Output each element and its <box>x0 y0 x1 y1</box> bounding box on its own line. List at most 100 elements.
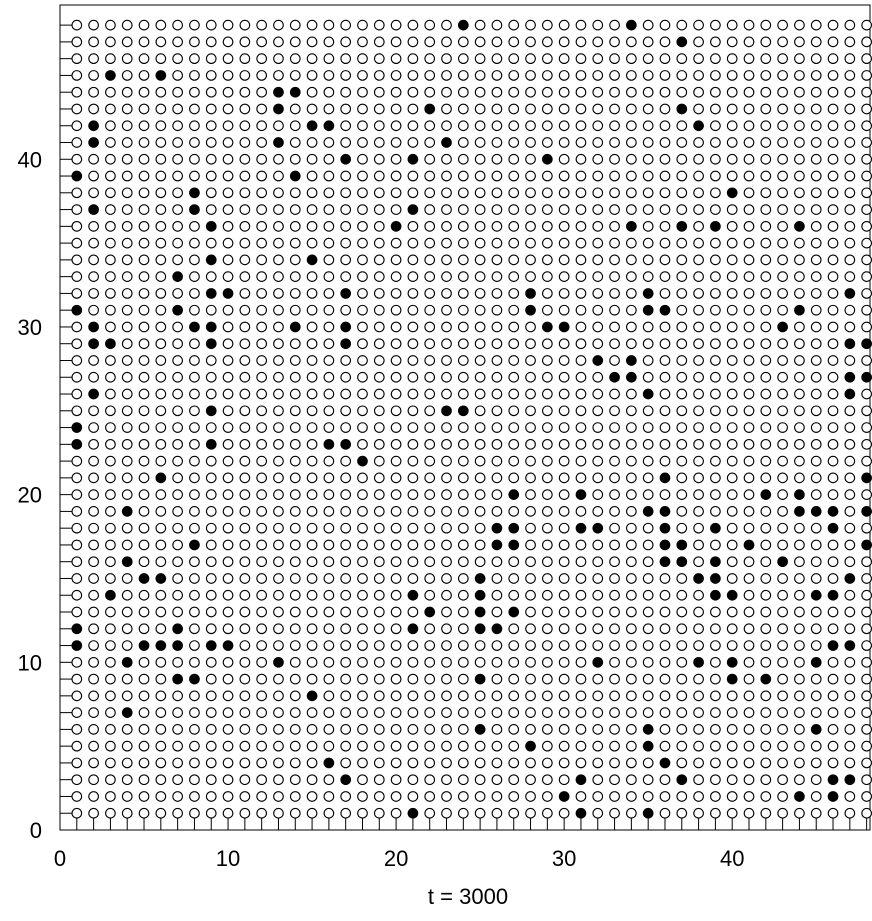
empty-site <box>525 573 536 584</box>
empty-site <box>172 656 183 668</box>
empty-site <box>794 388 805 400</box>
empty-site <box>256 740 268 752</box>
empty-site <box>777 371 788 383</box>
empty-site <box>357 70 368 81</box>
empty-site <box>609 355 620 366</box>
empty-site <box>491 724 503 735</box>
empty-site <box>592 19 604 31</box>
empty-site <box>659 371 671 383</box>
empty-site <box>659 36 671 48</box>
empty-site <box>794 757 805 769</box>
filled-site <box>794 220 805 232</box>
empty-site <box>794 623 805 635</box>
empty-site <box>642 19 654 31</box>
empty-site <box>710 405 721 417</box>
empty-site <box>289 53 301 65</box>
empty-site <box>222 623 234 635</box>
empty-site <box>726 606 738 618</box>
empty-site <box>827 690 839 702</box>
empty-site <box>357 187 368 199</box>
empty-site <box>205 19 217 31</box>
empty-site <box>760 304 772 316</box>
empty-site <box>642 556 654 568</box>
empty-site <box>710 153 721 165</box>
empty-site <box>541 506 553 517</box>
empty-site <box>693 288 704 299</box>
empty-site <box>676 271 688 282</box>
empty-site <box>138 371 150 383</box>
empty-site <box>760 120 772 132</box>
empty-site <box>289 455 301 467</box>
empty-site <box>357 556 368 568</box>
empty-site <box>71 254 83 266</box>
filled-site <box>407 153 419 165</box>
empty-site <box>71 36 83 48</box>
empty-site <box>474 640 486 651</box>
empty-site <box>508 422 520 433</box>
empty-site <box>105 740 116 752</box>
filled-site <box>121 556 133 568</box>
empty-site <box>390 170 402 182</box>
empty-site <box>306 472 318 484</box>
empty-site <box>222 355 234 366</box>
empty-site <box>794 422 805 433</box>
empty-site <box>105 137 116 148</box>
empty-site <box>256 237 268 249</box>
empty-site <box>659 807 671 819</box>
empty-site <box>525 137 536 148</box>
empty-site <box>424 187 436 199</box>
empty-site <box>138 589 150 601</box>
empty-site <box>726 506 738 517</box>
lattice-marks <box>71 19 872 819</box>
empty-site <box>289 707 301 718</box>
empty-site <box>323 254 335 266</box>
empty-site <box>71 103 83 115</box>
empty-site <box>743 237 755 249</box>
empty-site <box>541 807 553 819</box>
empty-site <box>508 321 520 333</box>
empty-site <box>424 70 436 81</box>
empty-site <box>306 740 318 752</box>
empty-site <box>407 371 419 383</box>
empty-site <box>575 455 587 467</box>
empty-site <box>373 623 385 635</box>
empty-site <box>626 623 637 635</box>
empty-site <box>810 707 822 718</box>
empty-site <box>357 740 368 752</box>
empty-site <box>592 573 604 584</box>
empty-site <box>541 791 553 802</box>
empty-site <box>626 673 637 685</box>
empty-site <box>710 53 721 65</box>
filled-site <box>659 539 671 551</box>
empty-site <box>726 707 738 718</box>
empty-site <box>794 371 805 383</box>
empty-site <box>541 489 553 500</box>
empty-site <box>340 237 352 249</box>
empty-site <box>172 472 183 484</box>
empty-site <box>676 237 688 249</box>
empty-site <box>407 405 419 417</box>
empty-site <box>357 338 368 350</box>
empty-site <box>323 153 335 165</box>
empty-site <box>172 237 183 249</box>
empty-site <box>474 371 486 383</box>
empty-site <box>558 539 570 551</box>
empty-site <box>726 455 738 467</box>
empty-site <box>726 388 738 400</box>
empty-site <box>121 220 133 232</box>
empty-site <box>88 187 99 199</box>
empty-site <box>743 254 755 266</box>
empty-site <box>121 589 133 601</box>
empty-site <box>609 288 620 299</box>
empty-site <box>239 740 251 752</box>
empty-site <box>508 120 520 132</box>
empty-site <box>844 86 856 98</box>
empty-site <box>373 573 385 584</box>
empty-site <box>205 120 217 132</box>
empty-site <box>777 724 788 735</box>
filled-site <box>306 690 318 702</box>
empty-site <box>239 422 251 433</box>
empty-site <box>794 254 805 266</box>
empty-site <box>592 539 604 551</box>
empty-site <box>390 86 402 98</box>
